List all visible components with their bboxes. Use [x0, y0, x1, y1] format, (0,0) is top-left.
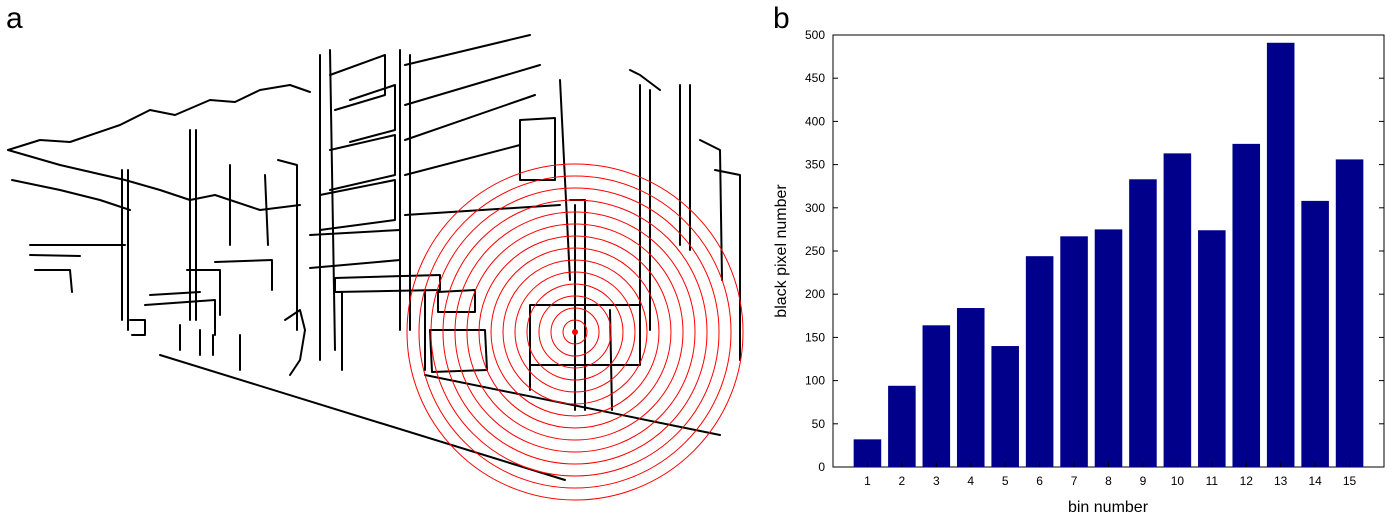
- concentric-circles: [406, 163, 744, 501]
- x-tick-label: 1: [864, 474, 871, 488]
- bar-9: [1129, 179, 1157, 467]
- bar-5: [991, 346, 1019, 467]
- x-tick-label: 6: [1036, 474, 1043, 488]
- bar-11: [1198, 230, 1226, 467]
- concentric-ring: [430, 187, 720, 477]
- x-axis-ticks: 1 2 3 4 5 6 7 8 9 10 11 12 13 14 15: [864, 462, 1357, 488]
- concentric-ring: [478, 235, 672, 429]
- x-tick-label: 5: [1002, 474, 1009, 488]
- center-point-marker: [572, 329, 578, 335]
- concentric-ring: [550, 307, 600, 357]
- x-axis-label: bin number: [1068, 499, 1149, 516]
- concentric-ring: [406, 163, 744, 501]
- concentric-ring: [442, 199, 708, 465]
- y-tick-label: 100: [805, 374, 825, 388]
- x-tick-label: 14: [1308, 474, 1322, 488]
- y-tick-label: 300: [805, 201, 825, 215]
- bar-2: [888, 385, 916, 467]
- street-sketch-image: [7, 34, 744, 501]
- y-tick-label: 200: [805, 287, 825, 301]
- x-tick-label: 13: [1274, 474, 1288, 488]
- y-tick-label: 250: [805, 244, 825, 258]
- x-tick-label: 3: [933, 474, 940, 488]
- y-tick-label: 0: [818, 460, 825, 474]
- x-tick-label: 2: [899, 474, 906, 488]
- street-line-drawing: [7, 34, 741, 481]
- panel-label-a: a: [6, 2, 23, 35]
- x-tick-label: 10: [1171, 474, 1185, 488]
- x-tick-label: 12: [1240, 474, 1254, 488]
- x-tick-label: 7: [1071, 474, 1078, 488]
- bar-6: [1025, 256, 1054, 467]
- concentric-ring: [418, 175, 732, 489]
- y-tick-label: 350: [805, 158, 825, 172]
- y-tick-label: 150: [805, 330, 825, 344]
- bar-14: [1301, 200, 1329, 467]
- bars: [853, 42, 1364, 468]
- y-axis-label: black pixel number: [773, 184, 790, 318]
- concentric-ring: [454, 211, 696, 453]
- x-tick-label: 4: [967, 474, 974, 488]
- bar-7: [1060, 236, 1088, 467]
- x-tick-label: 8: [1105, 474, 1112, 488]
- concentric-ring: [538, 295, 612, 369]
- concentric-ring: [526, 283, 624, 381]
- x-tick-label: 15: [1343, 474, 1357, 488]
- bar-12: [1232, 143, 1261, 467]
- y-axis-ticks: 0 50 100 150 200 250 300 350 400 450 500: [805, 28, 1384, 474]
- y-tick-label: 500: [805, 28, 825, 42]
- bar-4: [956, 308, 985, 467]
- concentric-ring: [502, 259, 648, 405]
- y-tick-label: 50: [812, 417, 826, 431]
- x-tick-label: 11: [1206, 474, 1219, 488]
- bar-10: [1163, 153, 1192, 468]
- y-tick-label: 400: [805, 114, 825, 128]
- bar-8: [1094, 229, 1123, 467]
- bar-15: [1335, 159, 1364, 467]
- concentric-ring: [562, 319, 588, 345]
- concentric-ring: [514, 271, 636, 393]
- y-tick-label: 450: [805, 71, 825, 85]
- bar-3: [922, 325, 951, 467]
- concentric-ring: [490, 247, 660, 417]
- x-tick-label: 9: [1140, 474, 1147, 488]
- bar-13: [1266, 42, 1295, 467]
- panel-label-b: b: [773, 2, 790, 35]
- concentric-ring: [466, 223, 684, 441]
